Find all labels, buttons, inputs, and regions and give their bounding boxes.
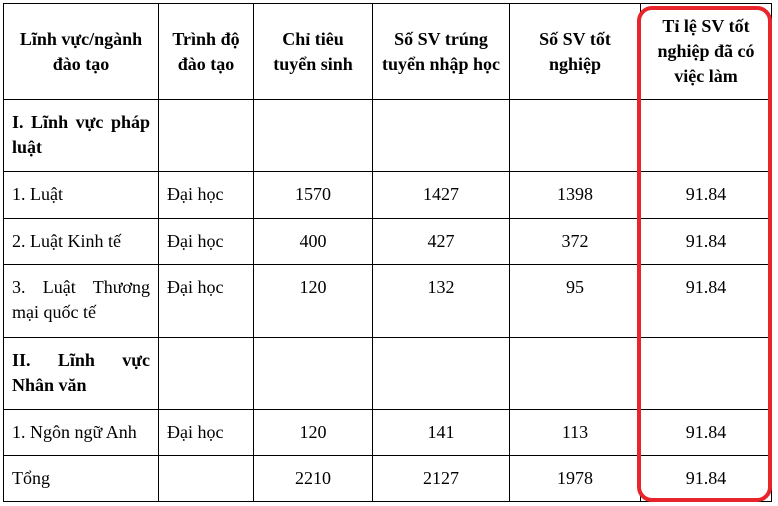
table-cell: 372 (509, 218, 641, 265)
table-cell: 120 (253, 264, 373, 338)
table-cell: 1398 (509, 171, 641, 219)
header-cell: Số SV tốt nghiệp (509, 3, 641, 100)
table-cell (253, 337, 373, 410)
table-cell: 91.84 (640, 171, 772, 219)
header-cell: Tỉ lệ SV tốt nghiệp đã có việc làm (640, 3, 772, 100)
table-cell (640, 99, 772, 172)
table-cell (509, 99, 641, 172)
table-cell (509, 337, 641, 410)
table-cell: 427 (372, 218, 510, 265)
table-body: I. Lĩnh vực pháp luật 1. Luật Đại học 1570 1… (3, 99, 772, 502)
table-row: Tổng 2210 2127 1978 91.84 (3, 455, 772, 502)
table-row: II. Lĩnh vực Nhân văn (3, 337, 772, 410)
header-cell: Chỉ tiêu tuyển sinh (253, 3, 373, 100)
table-cell (372, 99, 510, 172)
table-cell: 1. Ngôn ngữ Anh (3, 409, 159, 456)
header-cell: Số SV trúng tuyển nhập học (372, 3, 510, 100)
table-cell: 132 (372, 264, 510, 338)
table-cell: 113 (509, 409, 641, 456)
header-cell: Lĩnh vực/ngành đào tạo (3, 3, 159, 100)
table-cell (158, 455, 254, 502)
table-cell: 400 (253, 218, 373, 265)
table-header: Lĩnh vực/ngành đào tạo Trình độ đào tạo … (3, 3, 772, 100)
table-cell: 91.84 (640, 264, 772, 338)
table-cell: 2210 (253, 455, 373, 502)
table-cell (640, 337, 772, 410)
table-cell: 91.84 (640, 409, 772, 456)
table-row: I. Lĩnh vực pháp luật (3, 99, 772, 172)
table-row: 1. Luật Đại học 1570 1427 1398 91.84 (3, 171, 772, 219)
table-cell: 1978 (509, 455, 641, 502)
table-row: 3. Luật Thương mại quốc tế Đại học 120 132 9… (3, 264, 772, 338)
table-row: 2. Luật Kinh tế Đại học 400 427 372 91.84 (3, 218, 772, 265)
table-cell: 95 (509, 264, 641, 338)
table-cell: Đại học (158, 171, 254, 219)
table-cell: Tổng (3, 455, 159, 502)
table-cell (372, 337, 510, 410)
table-cell: II. Lĩnh vực Nhân văn (3, 337, 159, 410)
table-cell: 2. Luật Kinh tế (3, 218, 159, 265)
table-cell (158, 337, 254, 410)
table-cell: 1570 (253, 171, 373, 219)
table-cell: 120 (253, 409, 373, 456)
header-row: Lĩnh vực/ngành đào tạo Trình độ đào tạo … (3, 3, 772, 100)
table-cell: I. Lĩnh vực pháp luật (3, 99, 159, 172)
table-cell: 3. Luật Thương mại quốc tế (3, 264, 159, 338)
table-cell: Đại học (158, 218, 254, 265)
table-cell: Đại học (158, 409, 254, 456)
table-cell: 91.84 (640, 218, 772, 265)
table-cell: 91.84 (640, 455, 772, 502)
table-row: 1. Ngôn ngữ Anh Đại học 120 141 113 91.84 (3, 409, 772, 456)
table-cell: Đại học (158, 264, 254, 338)
table-cell: 1. Luật (3, 171, 159, 219)
header-cell: Trình độ đào tạo (158, 3, 254, 100)
table-cell: 1427 (372, 171, 510, 219)
table-cell (253, 99, 373, 172)
data-table: Lĩnh vực/ngành đào tạo Trình độ đào tạo … (3, 3, 772, 502)
table-cell: 2127 (372, 455, 510, 502)
table-cell: 141 (372, 409, 510, 456)
table-cell (158, 99, 254, 172)
